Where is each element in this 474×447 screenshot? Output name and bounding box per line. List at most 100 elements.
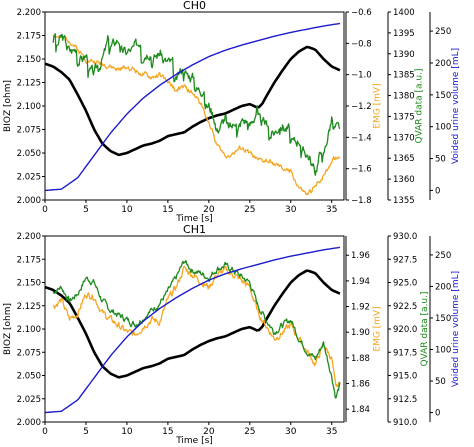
- y-tick-label-bioz: 2.150: [17, 279, 41, 289]
- y-tick-label-bioz: 2.050: [17, 149, 41, 159]
- y-tick-label-emg: −1.0: [351, 71, 372, 81]
- x-tick-label: 35: [326, 427, 337, 437]
- x-tick-label: 25: [244, 205, 255, 215]
- y-tick-label-emg: 1.92: [351, 303, 370, 313]
- x-tick-label: 5: [83, 427, 89, 437]
- y-tick-label-bioz: 2.200: [17, 8, 41, 18]
- y-tick-label-emg: 1.94: [351, 277, 370, 287]
- y-axis-label-bioz: BIOZ [ohm]: [3, 303, 13, 355]
- y-tick-label-qvar: 930.0: [393, 232, 417, 242]
- y-tick-label-qvar: 1365: [393, 154, 415, 164]
- y-axis-label-qvar: QVAR data [a.u.]: [420, 291, 430, 366]
- y-tick-label-qvar: 1380: [393, 92, 415, 102]
- y-tick-label-urine: 150: [435, 91, 451, 101]
- y-tick-label-bioz: 2.100: [17, 325, 41, 335]
- y-axis-label-qvar: QVAR data [a.u.]: [415, 68, 425, 143]
- y-axis-label-urine: Voided urine volume [mL]: [451, 271, 461, 387]
- y-tick-label-qvar: 917.5: [393, 348, 417, 358]
- y-tick-label-bioz: 2.000: [17, 196, 41, 206]
- y-tick-label-bioz: 2.175: [17, 255, 41, 265]
- y-tick-label-qvar: 915.0: [393, 372, 417, 382]
- series-line-urine: [45, 246, 341, 414]
- y-tick-label-urine: 0: [435, 409, 440, 419]
- y-tick-label-qvar: 922.5: [393, 302, 417, 312]
- chart-panel-CH1: CH1 0 5 10 15 20 25 30 35 Time [s] 2.000 2.025 2.050…: [3, 223, 461, 446]
- y-axis-label-emg: EMG [mV]: [373, 83, 383, 128]
- y-tick-label-emg: −1.8: [351, 196, 372, 206]
- y-tick-label-qvar: 910.0: [393, 418, 417, 428]
- y-tick-label-emg: 1.84: [351, 405, 370, 415]
- y-tick-label-urine: 100: [435, 345, 451, 355]
- chart-title: CH0: [183, 0, 206, 12]
- y-tick-label-qvar: 1370: [393, 133, 415, 143]
- y-tick-label-bioz: 2.125: [17, 79, 41, 89]
- x-tick-label: 0: [42, 427, 48, 437]
- x-tick-label: 15: [162, 427, 173, 437]
- x-tick-label: 30: [285, 205, 297, 215]
- chart-title: CH1: [183, 223, 206, 236]
- y-tick-label-urine: 150: [435, 314, 451, 324]
- y-tick-label-qvar: 1395: [393, 29, 415, 39]
- y-tick-label-qvar: 1400: [393, 8, 415, 18]
- y-tick-label-bioz: 2.075: [17, 126, 41, 136]
- series-line-qvar: [52, 260, 341, 399]
- y-tick-label-qvar: 1375: [393, 112, 415, 122]
- chart-panel-CH0: CH0 0 5 10 15 20 25 30 35 Time [s] 2.000 2.025 2.050…: [3, 0, 461, 224]
- y-tick-label-qvar: 912.5: [393, 395, 417, 405]
- y-tick-label-bioz: 2.175: [17, 32, 41, 42]
- x-tick-label: 10: [121, 427, 133, 437]
- y-tick-label-emg: 1.96: [351, 251, 370, 261]
- y-tick-label-emg: 1.90: [351, 328, 370, 338]
- y-tick-label-qvar: 925.0: [393, 279, 417, 289]
- plot-frame: [44, 235, 345, 423]
- y-tick-label-bioz: 2.025: [17, 173, 41, 183]
- y-tick-label-emg: −1.4: [351, 133, 372, 143]
- y-tick-label-bioz: 2.200: [17, 232, 41, 242]
- y-tick-label-emg: 1.88: [351, 354, 370, 364]
- y-tick-label-bioz: 2.150: [17, 55, 41, 65]
- y-tick-label-bioz: 2.050: [17, 372, 41, 382]
- y-tick-label-urine: 200: [435, 282, 451, 292]
- y-tick-label-bioz: 2.000: [17, 418, 41, 428]
- y-tick-label-urine: 200: [435, 59, 451, 69]
- y-tick-label-emg: −1.2: [351, 102, 372, 112]
- x-tick-label: 5: [83, 205, 89, 215]
- y-tick-label-urine: 0: [435, 186, 440, 196]
- y-tick-label-bioz: 2.100: [17, 102, 41, 112]
- y-tick-label-qvar: 927.5: [393, 255, 417, 265]
- x-axis-label: Time [s]: [175, 436, 213, 446]
- y-tick-label-bioz: 2.025: [17, 395, 41, 405]
- y-tick-label-emg: −0.8: [351, 39, 372, 49]
- y-tick-label-qvar: 1360: [393, 175, 415, 185]
- series-line-bioz: [45, 45, 341, 157]
- y-tick-label-emg: 1.86: [351, 380, 370, 390]
- y-tick-label-bioz: 2.075: [17, 348, 41, 358]
- y-tick-label-emg: −1.6: [351, 165, 372, 175]
- plot-frame: [44, 11, 345, 201]
- y-tick-label-qvar: 1355: [393, 196, 415, 206]
- x-tick-label: 15: [162, 205, 173, 215]
- y-tick-label-qvar: 1390: [393, 50, 415, 60]
- series-line-urine: [45, 22, 341, 192]
- y-tick-label-emg: −0.6: [351, 8, 372, 18]
- series-line-bioz: [45, 269, 341, 379]
- y-tick-label-qvar: 920.0: [393, 325, 417, 335]
- y-tick-label-qvar: 1385: [393, 71, 415, 81]
- x-tick-label: 20: [203, 205, 215, 215]
- y-tick-label-urine: 250: [435, 27, 451, 37]
- y-tick-label-urine: 50: [435, 155, 446, 165]
- y-tick-label-bioz: 2.125: [17, 302, 41, 312]
- x-tick-label: 25: [244, 427, 255, 437]
- x-tick-label: 0: [42, 205, 48, 215]
- y-tick-label-urine: 50: [435, 377, 446, 387]
- x-tick-label: 30: [285, 427, 297, 437]
- series-line-emg: [52, 265, 341, 388]
- series-line-qvar: [52, 33, 341, 176]
- x-axis-label: Time [s]: [175, 214, 213, 224]
- y-tick-label-urine: 100: [435, 123, 451, 133]
- y-tick-label-urine: 250: [435, 251, 451, 261]
- y-axis-label-urine: Voided urine volume [mL]: [451, 48, 461, 164]
- x-tick-label: 35: [326, 205, 337, 215]
- x-tick-label: 10: [121, 205, 133, 215]
